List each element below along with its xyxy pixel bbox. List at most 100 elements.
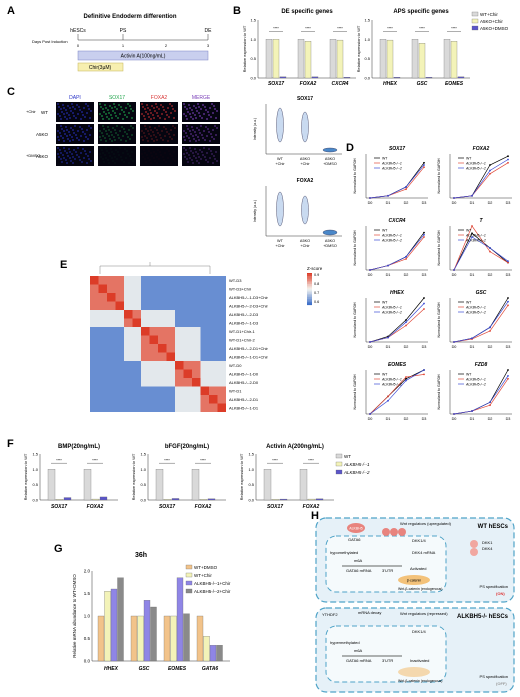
line-chart-title: GSC: [476, 290, 487, 296]
heatmap-cell: [132, 301, 141, 310]
heatmap-cell: [115, 301, 124, 310]
heatmap-cell: [149, 378, 158, 387]
heatmap-cell: [90, 293, 99, 302]
heatmap-cell: [166, 403, 175, 412]
data-point: [405, 258, 407, 260]
legend-label: ALKBH5-/--1+Chir: [194, 581, 231, 586]
x-tick-label: D1: [470, 417, 475, 421]
data-point: [405, 319, 407, 321]
violin-shape: [276, 107, 284, 143]
heatmap-cell: [192, 369, 201, 378]
heatmap-cell: [141, 395, 150, 404]
bar: [271, 499, 280, 501]
data-point: [369, 341, 371, 343]
data-point: [453, 269, 455, 271]
heatmap-cell: [115, 369, 124, 378]
x-tick-label: D1: [386, 345, 391, 349]
y-tick-label: 1.0: [250, 37, 256, 42]
legend-label: ALKBH5-/--1: [465, 162, 486, 166]
y-tick-label: 1.0: [248, 467, 254, 472]
heatmap-cell: [98, 369, 107, 378]
y-tick-label: 1.0: [364, 37, 370, 42]
panel-label-e: E: [60, 259, 68, 271]
heatmap-cell: [217, 335, 226, 344]
heatmap-cell: [166, 310, 175, 319]
heatmap-cell: [149, 386, 158, 395]
line-chart-ylabel: Normalized to GAPDH: [437, 374, 441, 409]
heatmap-cell: [107, 403, 116, 412]
legend-label: ALKBH5-/--2+Chir: [194, 589, 231, 594]
sig-label: ****: [56, 459, 62, 463]
x-tick-label: D2: [488, 417, 493, 421]
heatmap-row-label: ALKBH5-/--2-D0: [229, 380, 259, 385]
x-tick-label: D0: [452, 417, 457, 421]
micrograph-tile: [98, 124, 136, 144]
line-chart-ylabel: Normalized to GAPDH: [437, 302, 441, 337]
data-point: [471, 236, 473, 238]
heatmap-cell: [90, 369, 99, 378]
data-point: [489, 401, 491, 404]
heatmap-cell: [90, 395, 99, 404]
x-tick-label: D3: [506, 201, 511, 205]
heatmap-cell: [209, 276, 218, 285]
x-tick-label: SOX17: [268, 81, 284, 87]
heatmap-row-label: WT-D1: [229, 389, 242, 394]
violin-category: A5KO: [325, 239, 335, 243]
svg-text:1: 1: [122, 43, 125, 48]
svg-text:DKK1: DKK1: [482, 540, 493, 545]
heatmap-cell: [217, 301, 226, 310]
y-axis-label: Relative expression to WT: [356, 25, 361, 72]
violin-title: SOX17: [297, 96, 313, 102]
row-label: A5KO: [36, 132, 49, 137]
sig-label: ****: [308, 459, 314, 463]
violin-category: +Chir: [275, 244, 285, 248]
violin-shape: [322, 147, 338, 153]
legend-label: WT: [466, 229, 472, 233]
heatmap-cell: [98, 378, 107, 387]
data-point: [507, 161, 509, 164]
panel-label-g: G: [54, 543, 63, 555]
data-point: [489, 326, 491, 329]
violin-category: A5KO: [325, 157, 335, 161]
data-point: [423, 369, 425, 371]
heatmap-cell: [209, 378, 218, 387]
svg-text:Inactivated: Inactivated: [410, 658, 429, 663]
y-tick-label: 1.0: [140, 467, 146, 472]
panel-h-schematic: WT hESCs ALKBH5 GATA6 Wnt regulators (up…: [315, 517, 515, 693]
heatmap-cell: [192, 378, 201, 387]
svg-text:m6A: m6A: [354, 558, 363, 563]
heatmap-cell: [141, 335, 150, 344]
heatmap-cell: [209, 403, 218, 412]
heatmap-cell: [217, 310, 226, 319]
heatmap-cell: [132, 395, 141, 404]
data-point: [423, 308, 425, 310]
data-point: [387, 264, 389, 267]
x-tick-label: D1: [470, 201, 475, 205]
bar: [265, 39, 273, 79]
row-group-label: +DMSO: [26, 153, 40, 158]
heatmap-cell: [166, 369, 175, 378]
y-tick-label: 2.0: [84, 569, 91, 574]
data-point: [369, 413, 371, 415]
heatmap-cell: [90, 276, 99, 285]
heatmap-cell: [141, 344, 150, 353]
data-point: [423, 297, 425, 299]
bar: [411, 39, 419, 79]
sig-label: ****: [305, 27, 311, 31]
heatmap-cell: [217, 276, 226, 285]
heatmap-cell: [124, 352, 133, 361]
data-point: [489, 404, 491, 407]
heatmap-cell: [200, 395, 209, 404]
heatmap-cell: [132, 327, 141, 336]
heatmap-cell: [183, 310, 192, 319]
line-chart-title: EOMES: [388, 362, 407, 368]
svg-text:GATA6: GATA6: [348, 537, 361, 542]
bar: [329, 39, 337, 79]
heatmap-cell: [141, 310, 150, 319]
bar: [199, 499, 208, 501]
heatmap-cell: [107, 344, 116, 353]
heatmap-cell: [98, 386, 107, 395]
data-point: [453, 197, 455, 199]
x-tick-label: D2: [404, 417, 409, 421]
heatmap-cell: [192, 310, 201, 319]
